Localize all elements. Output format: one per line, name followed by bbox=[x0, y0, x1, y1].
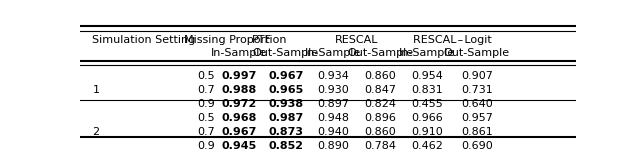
Text: 0.455: 0.455 bbox=[412, 99, 443, 109]
Text: 0.938: 0.938 bbox=[268, 99, 303, 109]
Text: RESCAL – Logit: RESCAL – Logit bbox=[413, 35, 492, 45]
Text: 0.890: 0.890 bbox=[317, 141, 349, 151]
Text: Out-Sample: Out-Sample bbox=[444, 48, 510, 57]
Text: RESCAL: RESCAL bbox=[335, 35, 378, 45]
Text: 0.987: 0.987 bbox=[268, 113, 303, 123]
Text: 0.897: 0.897 bbox=[317, 99, 349, 109]
Text: 0.968: 0.968 bbox=[221, 113, 257, 123]
Text: 0.784: 0.784 bbox=[364, 141, 396, 151]
Text: Out-Sample: Out-Sample bbox=[253, 48, 319, 57]
Text: 0.907: 0.907 bbox=[461, 71, 493, 81]
Text: 0.731: 0.731 bbox=[461, 85, 493, 95]
Text: 0.9: 0.9 bbox=[198, 99, 215, 109]
Text: 0.948: 0.948 bbox=[317, 113, 349, 123]
Text: 0.997: 0.997 bbox=[221, 71, 257, 81]
Text: 0.5: 0.5 bbox=[198, 113, 215, 123]
Text: 0.965: 0.965 bbox=[268, 85, 303, 95]
Text: 0.9: 0.9 bbox=[198, 141, 215, 151]
Text: In-Sample: In-Sample bbox=[305, 48, 361, 57]
Text: 0.966: 0.966 bbox=[412, 113, 443, 123]
Text: 0.940: 0.940 bbox=[317, 127, 349, 137]
Text: Missing Proportion: Missing Proportion bbox=[184, 35, 287, 45]
Text: 0.860: 0.860 bbox=[364, 71, 396, 81]
Text: In-Sample: In-Sample bbox=[211, 48, 267, 57]
Text: 0.831: 0.831 bbox=[412, 85, 443, 95]
Text: 0.934: 0.934 bbox=[317, 71, 349, 81]
Text: 0.930: 0.930 bbox=[317, 85, 349, 95]
Text: 0.967: 0.967 bbox=[221, 127, 257, 137]
Text: Simulation Setting: Simulation Setting bbox=[92, 35, 196, 45]
Text: In-Sample: In-Sample bbox=[399, 48, 455, 57]
Text: 2: 2 bbox=[92, 127, 100, 137]
Text: 0.7: 0.7 bbox=[198, 127, 215, 137]
Text: 1: 1 bbox=[92, 85, 99, 95]
Text: 0.910: 0.910 bbox=[412, 127, 443, 137]
Text: 0.847: 0.847 bbox=[364, 85, 396, 95]
Text: 0.972: 0.972 bbox=[221, 99, 257, 109]
Text: 0.7: 0.7 bbox=[198, 85, 215, 95]
Text: 0.690: 0.690 bbox=[461, 141, 493, 151]
Text: PTF: PTF bbox=[252, 35, 272, 45]
Text: 0.852: 0.852 bbox=[268, 141, 303, 151]
Text: 0.860: 0.860 bbox=[364, 127, 396, 137]
Text: 0.824: 0.824 bbox=[364, 99, 396, 109]
Text: 0.945: 0.945 bbox=[221, 141, 257, 151]
Text: 0.462: 0.462 bbox=[412, 141, 443, 151]
Text: 0.967: 0.967 bbox=[268, 71, 303, 81]
Text: 0.873: 0.873 bbox=[268, 127, 303, 137]
Text: 0.954: 0.954 bbox=[412, 71, 443, 81]
Text: 0.640: 0.640 bbox=[461, 99, 493, 109]
Text: 0.896: 0.896 bbox=[364, 113, 396, 123]
Text: 0.957: 0.957 bbox=[461, 113, 493, 123]
Text: Out-Sample: Out-Sample bbox=[347, 48, 413, 57]
Text: 0.861: 0.861 bbox=[461, 127, 493, 137]
Text: 0.988: 0.988 bbox=[221, 85, 257, 95]
Text: 0.5: 0.5 bbox=[198, 71, 215, 81]
